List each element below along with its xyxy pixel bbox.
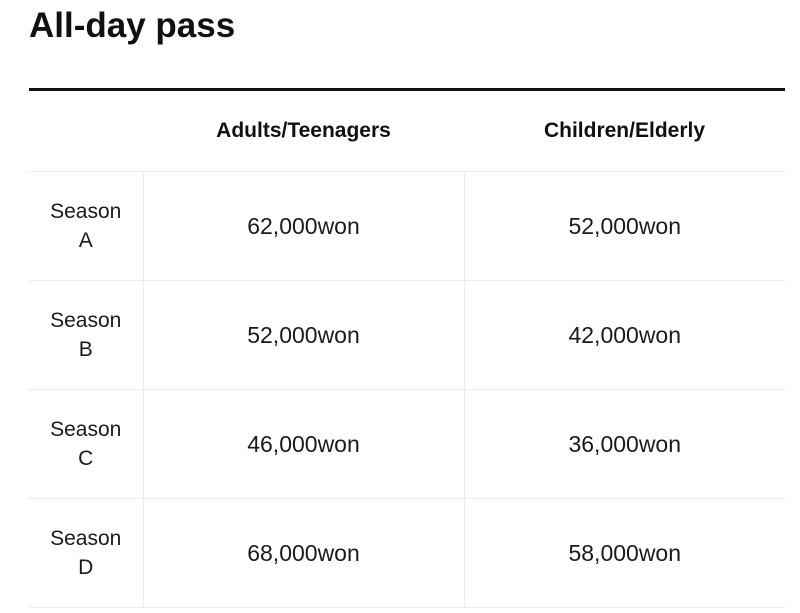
price-table: Adults/Teenagers Children/Elderly Season… xyxy=(29,88,785,608)
season-word: Season xyxy=(50,418,122,441)
season-label: Season A xyxy=(29,171,144,281)
children-price: 42,000won xyxy=(464,280,785,390)
header-empty-cell xyxy=(29,89,143,172)
adults-price: 68,000won xyxy=(143,498,465,608)
children-price: 58,000won xyxy=(464,498,785,608)
adults-price: 62,000won xyxy=(143,171,465,281)
season-label: Season C xyxy=(29,389,144,499)
season-word: Season xyxy=(50,200,122,223)
table-row: Season B 52,000won 42,000won xyxy=(29,280,785,390)
season-letter: C xyxy=(78,447,94,470)
table-row: Season C 46,000won 36,000won xyxy=(29,389,785,499)
season-word: Season xyxy=(50,527,122,550)
table-row: Season A 62,000won 52,000won xyxy=(29,171,785,281)
adults-price: 52,000won xyxy=(143,280,465,390)
table-header-row: Adults/Teenagers Children/Elderly xyxy=(29,89,785,172)
season-letter: D xyxy=(78,556,94,579)
adults-price: 46,000won xyxy=(143,389,465,499)
children-price: 52,000won xyxy=(464,171,785,281)
header-children-elderly: Children/Elderly xyxy=(464,89,785,172)
children-price: 36,000won xyxy=(464,389,785,499)
season-letter: A xyxy=(78,229,93,252)
page-title: All-day pass xyxy=(29,6,236,45)
season-label: Season B xyxy=(29,280,144,390)
header-adults-teenagers: Adults/Teenagers xyxy=(143,89,464,172)
season-word: Season xyxy=(50,309,122,332)
season-label: Season D xyxy=(29,498,144,608)
table-row: Season D 68,000won 58,000won xyxy=(29,498,785,608)
season-letter: B xyxy=(78,338,93,361)
